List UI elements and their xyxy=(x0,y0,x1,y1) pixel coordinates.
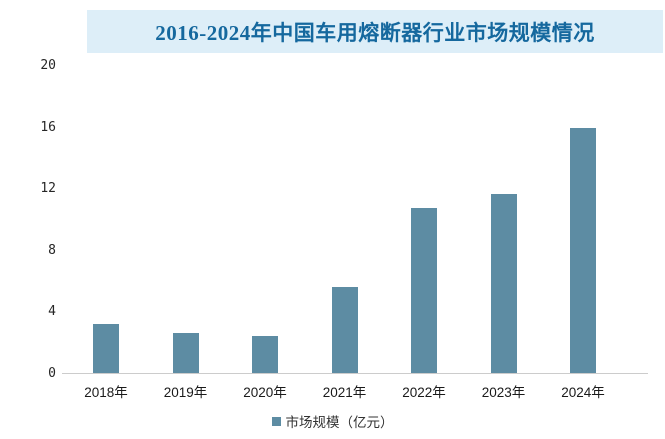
bar-2020年 xyxy=(252,336,278,373)
legend-label: 市场规模（亿元） xyxy=(285,415,394,430)
bar-2024年 xyxy=(570,128,596,373)
chart-legend: 市场规模（亿元） xyxy=(0,411,665,431)
x-axis-tick-label: 2021年 xyxy=(322,385,367,400)
y-axis-tick-label: 20 xyxy=(40,58,56,73)
x-axis-tick-label: 2020年 xyxy=(243,385,287,400)
y-axis-tick-label: 4 xyxy=(48,304,56,320)
bar-chart-plot-area xyxy=(62,66,648,374)
x-axis-tick-label: 2024年 xyxy=(561,385,605,400)
y-axis-tick-label: 16 xyxy=(40,119,56,135)
chart-title-banner: 2016-2024年中国车用熔断器行业市场规模情况 xyxy=(87,10,663,53)
x-axis: 2018年 2019年 2020年 2021年 2022年 2023年 2024年 xyxy=(0,381,665,400)
y-axis-tick-label: 12 xyxy=(40,181,56,197)
bar-2022年 xyxy=(411,208,437,373)
y-axis-tick-label: 0 xyxy=(48,366,56,381)
bar-2018年 xyxy=(93,323,119,373)
chart-title: 2016-2024年中国车用熔断器行业市场规模情况 xyxy=(155,20,595,45)
y-axis: 0 4 8 12 16 20 xyxy=(0,58,56,381)
bar-2019年 xyxy=(172,332,199,373)
x-axis-tick-label: 2018年 xyxy=(84,385,128,400)
x-axis-tick-label: 2022年 xyxy=(402,385,446,400)
bar-2023年 xyxy=(490,194,517,373)
x-axis-tick-label: 2023年 xyxy=(481,385,526,400)
legend-marker-swatch xyxy=(271,416,281,426)
y-axis-tick-label: 8 xyxy=(48,242,56,258)
x-axis-tick-label: 2019年 xyxy=(163,385,208,400)
bar-2021年 xyxy=(331,286,358,373)
